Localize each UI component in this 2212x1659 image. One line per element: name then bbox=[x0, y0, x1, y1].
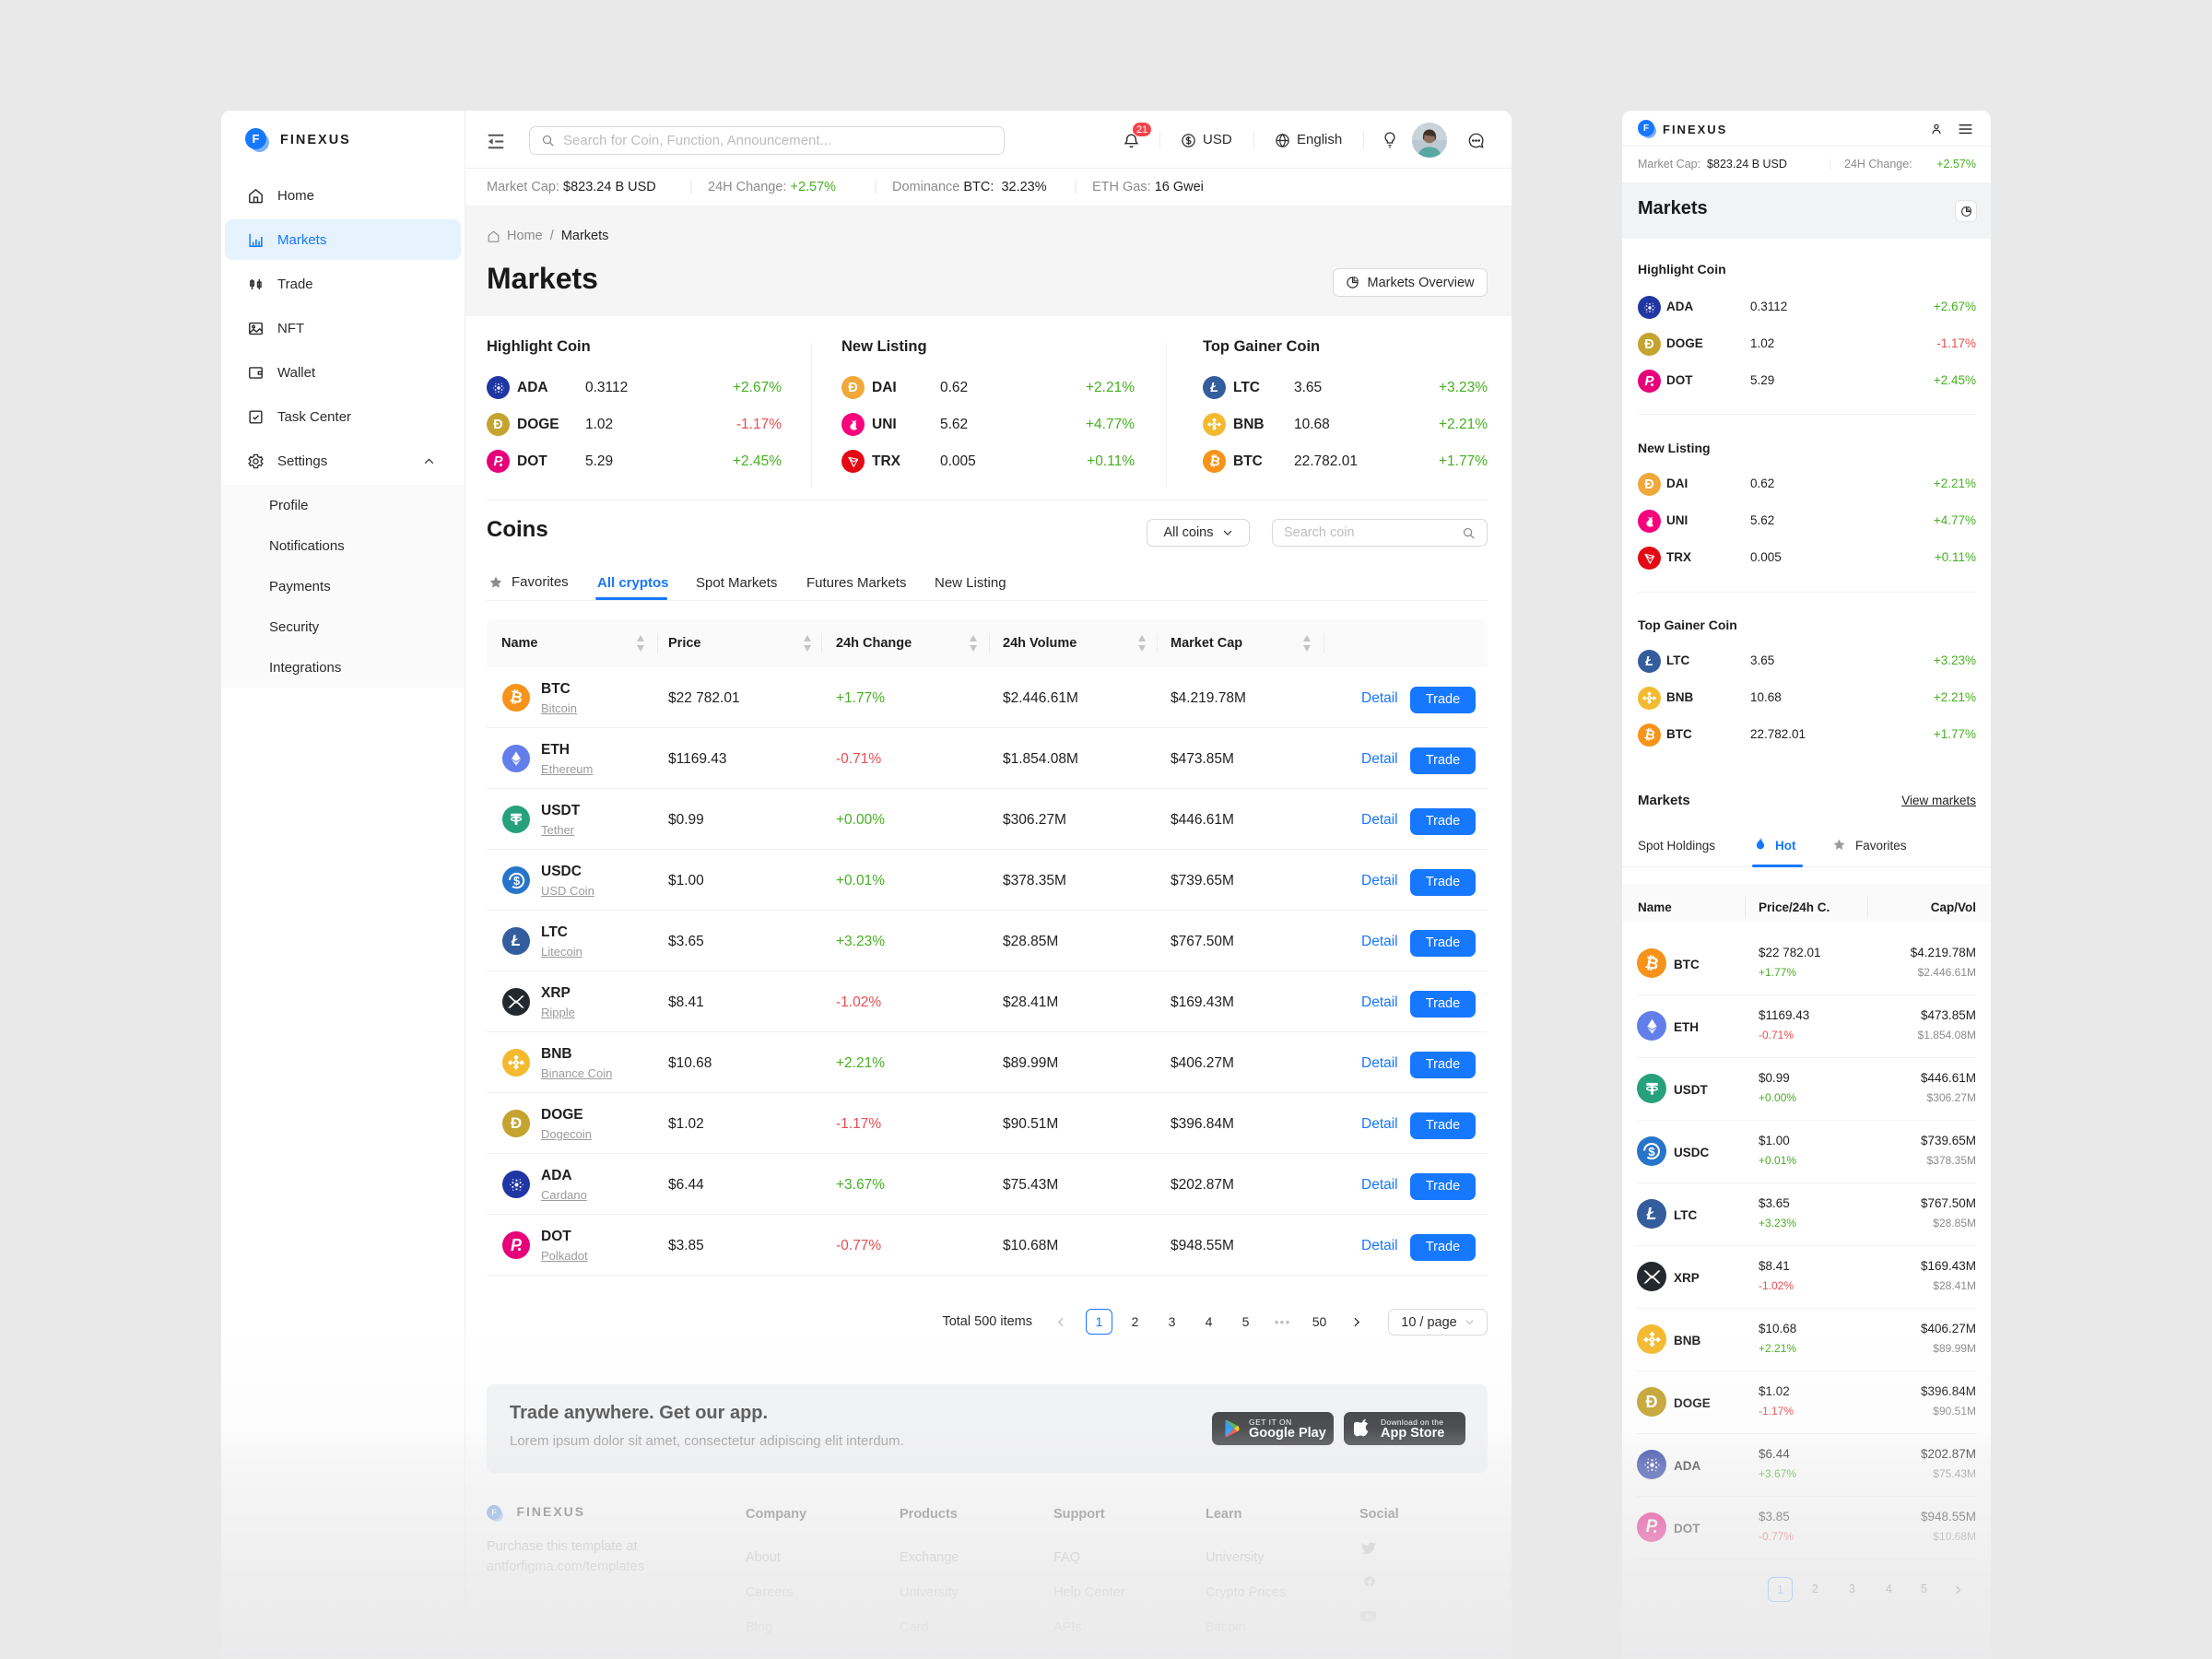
svg-text:$: $ bbox=[512, 875, 519, 888]
svg-text:$: $ bbox=[1648, 1145, 1655, 1159]
